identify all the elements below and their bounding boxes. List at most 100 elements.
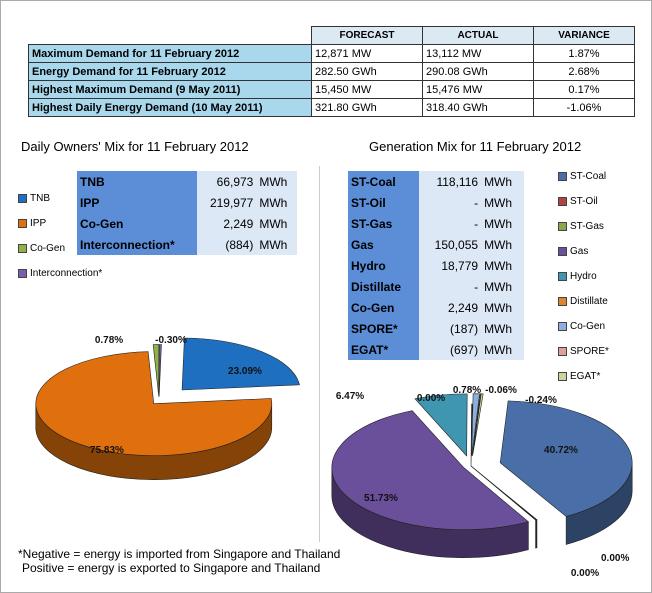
row-unit: MWh bbox=[256, 192, 297, 213]
variance-value: 0.17% bbox=[533, 80, 635, 99]
owners-data-label: 0.78% bbox=[95, 335, 123, 346]
row-value: (884) bbox=[197, 234, 257, 255]
legend-swatch bbox=[558, 372, 567, 381]
footnote-line-1: *Negative = energy is imported from Sing… bbox=[18, 547, 341, 561]
legend-swatch bbox=[18, 194, 27, 203]
row-value: 66,973 bbox=[197, 171, 257, 192]
legend-label: Interconnection* bbox=[30, 268, 103, 279]
forecast-value: 15,450 MW bbox=[311, 80, 423, 99]
legend-label: Gas bbox=[570, 246, 589, 257]
actual-value: 13,112 MW bbox=[422, 44, 534, 63]
legend-swatch bbox=[558, 347, 567, 356]
row-unit: MWh bbox=[256, 171, 297, 192]
generation-slice-st-gas bbox=[470, 465, 537, 521]
row-value: 118,116 bbox=[418, 171, 482, 192]
table-row: ST-Gas - MWh bbox=[348, 213, 524, 234]
legend-label: EGAT* bbox=[570, 371, 601, 382]
row-unit: MWh bbox=[256, 234, 297, 255]
legend-label: ST-Gas bbox=[570, 221, 604, 232]
row-label: Gas bbox=[348, 234, 419, 255]
generation-slice-distillate bbox=[470, 403, 473, 467]
row-label: IPP bbox=[77, 192, 198, 213]
summary-table: FORECAST ACTUAL VARIANCE Maximum Demand … bbox=[28, 26, 635, 117]
generation-legend: ST-Coal ST-Oil ST-Gas Gas Hydro Distilla… bbox=[558, 164, 609, 389]
panel-divider bbox=[319, 166, 320, 542]
table-row: ST-Oil - MWh bbox=[348, 192, 524, 213]
generation-data-label: -0.06% bbox=[485, 385, 517, 396]
row-unit: MWh bbox=[481, 192, 524, 213]
owners-data-label: -0.30% bbox=[155, 335, 187, 346]
generation-slice-hydro bbox=[414, 393, 468, 457]
table-row: IPP 219,977 MWh bbox=[77, 192, 297, 213]
legend-item-distillate: Distillate bbox=[558, 289, 609, 314]
footnote: *Negative = energy is imported from Sing… bbox=[18, 547, 340, 575]
row-value: 150,055 bbox=[418, 234, 482, 255]
row-unit: MWh bbox=[481, 276, 524, 297]
owners-chart-title: Daily Owners' Mix for 11 February 2012 bbox=[21, 139, 249, 154]
row-unit: MWh bbox=[481, 234, 524, 255]
legend-item-st-oil: ST-Oil bbox=[558, 189, 609, 214]
table-row: SPORE* (187) MWh bbox=[348, 318, 524, 339]
generation-data-label: -0.24% bbox=[525, 395, 557, 406]
row-label: ST-Coal bbox=[348, 171, 419, 192]
legend-label: TNB bbox=[30, 193, 50, 204]
legend-item-hydro: Hydro bbox=[558, 264, 609, 289]
forecast-value: 12,871 MW bbox=[311, 44, 423, 63]
legend-swatch bbox=[18, 219, 27, 228]
legend-swatch bbox=[558, 172, 567, 181]
owners-data-label: 75.83% bbox=[90, 445, 124, 456]
summary-header-row: FORECAST ACTUAL VARIANCE bbox=[28, 26, 635, 45]
actual-value: 15,476 MW bbox=[422, 80, 534, 99]
actual-value: 318.40 GWh bbox=[422, 98, 534, 117]
generation-slice-side-2 bbox=[535, 519, 537, 549]
owners-slice-interconnection bbox=[158, 344, 162, 397]
row-value: - bbox=[418, 276, 482, 297]
row-value: (187) bbox=[418, 318, 482, 339]
table-row: Maximum Demand for 11 February 2012 12,8… bbox=[28, 44, 635, 63]
row-label: Co-Gen bbox=[348, 297, 419, 318]
legend-swatch bbox=[558, 247, 567, 256]
legend-label: ST-Oil bbox=[570, 196, 598, 207]
table-row: Distillate - MWh bbox=[348, 276, 524, 297]
legend-swatch bbox=[558, 272, 567, 281]
owners-pie: 23.09% 75.83% 0.78% -0.30% bbox=[35, 335, 300, 480]
owners-data-label: 23.09% bbox=[228, 366, 262, 377]
table-row: Interconnection* (884) MWh bbox=[77, 234, 297, 255]
variance-value: -1.06% bbox=[533, 98, 635, 117]
generation-data-label: 0.78% bbox=[453, 385, 481, 396]
row-value: 18,779 bbox=[418, 255, 482, 276]
row-value: 219,977 bbox=[197, 192, 257, 213]
legend-item-egat: EGAT* bbox=[558, 364, 609, 389]
row-value: - bbox=[418, 213, 482, 234]
legend-swatch bbox=[18, 269, 27, 278]
row-label: Distillate bbox=[348, 276, 419, 297]
row-unit: MWh bbox=[256, 213, 297, 234]
legend-item-gas: Gas bbox=[558, 239, 609, 264]
forecast-value: 321.80 GWh bbox=[311, 98, 423, 117]
legend-label: SPORE* bbox=[570, 346, 609, 357]
legend-item-tnb: TNB bbox=[18, 186, 102, 211]
row-label: SPORE* bbox=[348, 318, 419, 339]
row-label: EGAT* bbox=[348, 339, 419, 360]
row-label: Hydro bbox=[348, 255, 419, 276]
generation-chart-title: Generation Mix for 11 February 2012 bbox=[369, 139, 582, 154]
legend-swatch bbox=[558, 297, 567, 306]
generation-data-label: 0.00% bbox=[571, 568, 599, 579]
table-row: Hydro 18,779 MWh bbox=[348, 255, 524, 276]
owners-slice-tnb bbox=[181, 337, 300, 391]
legend-swatch bbox=[558, 197, 567, 206]
legend-label: ST-Coal bbox=[570, 171, 607, 182]
table-row: Gas 150,055 MWh bbox=[348, 234, 524, 255]
legend-label: Hydro bbox=[570, 271, 597, 282]
legend-label: Distillate bbox=[570, 296, 608, 307]
legend-item-cogen: Co-Gen bbox=[558, 314, 609, 339]
generation-slice-co-gen bbox=[471, 393, 480, 456]
legend-label: Co-Gen bbox=[570, 321, 606, 332]
generation-data-label: 6.47% bbox=[336, 391, 364, 402]
row-label: Highest Daily Energy Demand (10 May 2011… bbox=[28, 98, 312, 117]
legend-swatch bbox=[558, 222, 567, 231]
legend-label: IPP bbox=[30, 218, 47, 229]
footnote-line-2: Positive = energy is exported to Singapo… bbox=[22, 561, 321, 575]
table-row: EGAT* (697) MWh bbox=[348, 339, 524, 360]
